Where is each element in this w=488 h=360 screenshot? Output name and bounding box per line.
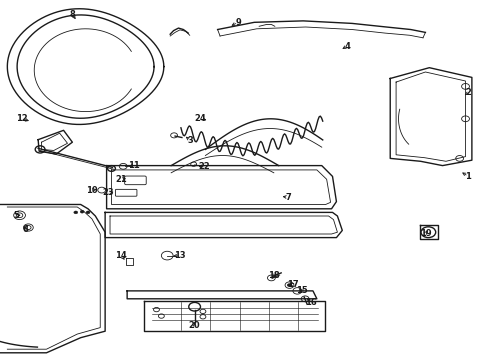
Text: 7: 7 [285, 193, 291, 202]
Text: 16: 16 [304, 298, 316, 307]
Circle shape [74, 211, 78, 214]
Text: 15: 15 [296, 287, 307, 295]
Circle shape [86, 211, 90, 214]
Text: 14: 14 [115, 251, 127, 260]
Text: 23: 23 [102, 188, 114, 197]
Text: 8: 8 [69, 10, 75, 19]
Text: 20: 20 [188, 321, 200, 330]
Text: 12: 12 [16, 114, 28, 123]
Circle shape [286, 283, 291, 287]
Text: 18: 18 [267, 271, 279, 280]
Text: 13: 13 [174, 251, 185, 260]
Text: 19: 19 [419, 229, 430, 238]
Text: 3: 3 [187, 136, 193, 145]
Text: 17: 17 [286, 280, 298, 289]
Text: 10: 10 [86, 186, 98, 194]
Text: 24: 24 [194, 114, 206, 123]
Text: 5: 5 [13, 211, 19, 220]
Text: 11: 11 [127, 161, 139, 170]
Text: 1: 1 [465, 172, 470, 181]
Text: 6: 6 [22, 225, 28, 234]
Text: 9: 9 [235, 18, 241, 27]
Text: 2: 2 [465, 88, 470, 97]
Text: 22: 22 [198, 162, 210, 171]
Text: 21: 21 [115, 175, 127, 184]
Text: 4: 4 [344, 41, 349, 50]
Circle shape [80, 210, 84, 213]
